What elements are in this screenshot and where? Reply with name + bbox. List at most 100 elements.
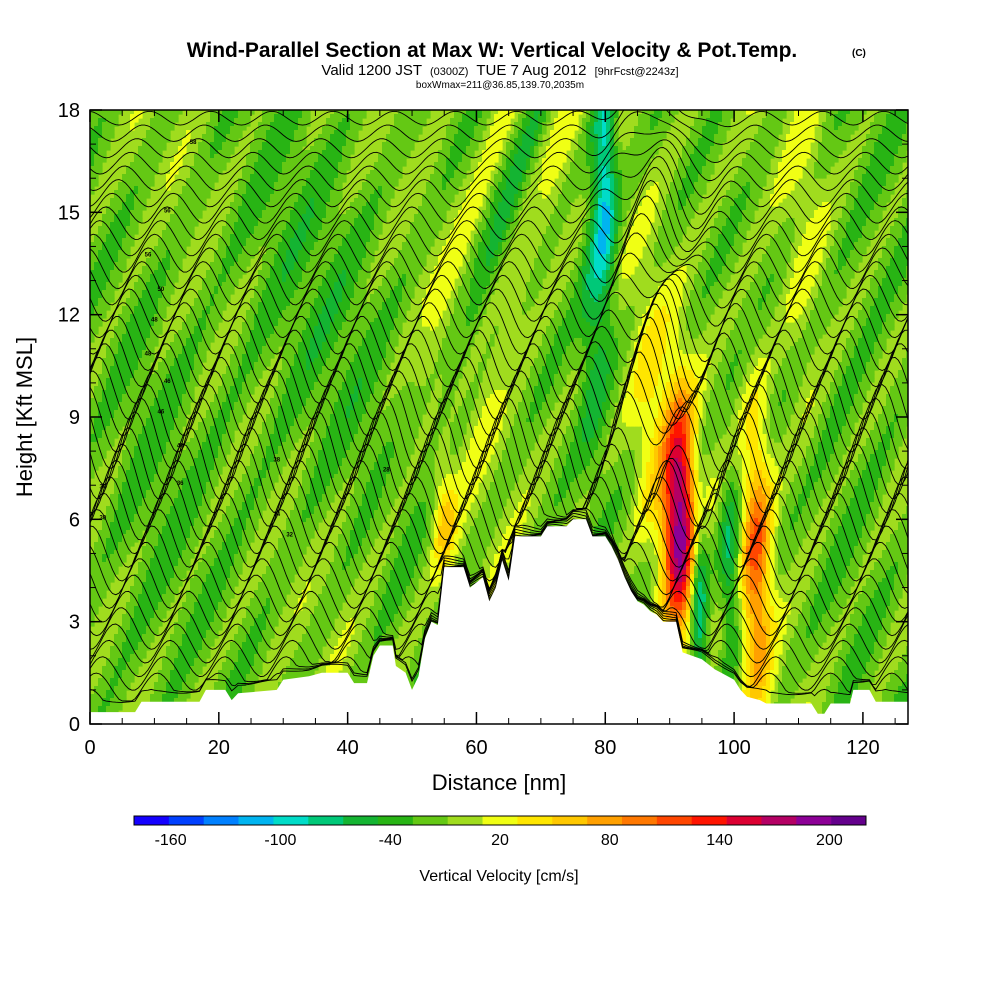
field-cell <box>466 190 471 195</box>
field-cell <box>218 242 223 247</box>
field-cell <box>706 126 711 131</box>
field-cell <box>814 242 819 247</box>
field-cell <box>390 158 395 163</box>
field-cell <box>774 110 779 115</box>
field-cell <box>510 142 515 147</box>
field-cell <box>506 222 511 227</box>
field-cell <box>294 150 299 155</box>
field-cell <box>622 210 627 215</box>
field-cell <box>758 170 763 175</box>
field-cell <box>882 122 887 127</box>
field-cell <box>514 202 519 207</box>
field-cell <box>346 142 351 147</box>
field-cell <box>154 154 159 159</box>
field-cell <box>370 242 375 247</box>
field-cell <box>270 158 275 163</box>
field-cell <box>750 194 755 199</box>
field-cell <box>94 242 99 247</box>
field-cell <box>218 170 223 175</box>
field-cell <box>722 214 727 219</box>
field-cell <box>734 194 739 199</box>
field-cell <box>514 130 519 135</box>
field-cell <box>842 246 847 251</box>
field-cell <box>530 138 535 143</box>
field-cell <box>878 166 883 171</box>
field-cell <box>586 230 591 235</box>
field-cell <box>898 250 903 255</box>
field-cell <box>598 218 603 223</box>
field-cell <box>262 218 267 223</box>
field-cell <box>678 226 683 231</box>
field-cell <box>802 146 807 151</box>
field-cell <box>442 218 447 223</box>
field-cell <box>890 110 895 115</box>
field-cell <box>778 130 783 135</box>
field-cell <box>114 118 119 123</box>
field-cell <box>182 198 187 203</box>
field-cell <box>886 134 891 139</box>
field-cell <box>750 110 755 115</box>
field-cell <box>254 246 259 251</box>
field-cell <box>518 126 523 131</box>
field-cell <box>346 230 351 235</box>
field-cell <box>190 210 195 215</box>
field-cell <box>342 110 347 115</box>
field-cell <box>186 210 191 215</box>
field-cell <box>454 118 459 123</box>
field-cell <box>446 190 451 195</box>
field-cell <box>886 186 891 191</box>
field-cell <box>118 190 123 195</box>
field-cell <box>714 218 719 223</box>
field-cell <box>230 230 235 235</box>
field-cell <box>698 122 703 127</box>
field-cell <box>374 246 379 251</box>
field-cell <box>698 138 703 143</box>
field-cell <box>882 110 887 115</box>
field-cell <box>722 230 727 235</box>
field-cell <box>770 198 775 203</box>
field-cell <box>670 250 675 255</box>
field-cell <box>402 158 407 163</box>
field-cell <box>470 122 475 127</box>
field-cell <box>598 166 603 171</box>
field-cell <box>722 250 727 255</box>
field-cell <box>410 238 415 243</box>
field-cell <box>426 186 431 191</box>
field-cell <box>550 222 555 227</box>
field-cell <box>478 250 483 255</box>
field-cell <box>270 162 275 167</box>
field-cell <box>406 130 411 135</box>
field-cell <box>726 238 731 243</box>
field-cell <box>238 114 243 119</box>
field-cell <box>354 238 359 243</box>
field-cell <box>474 146 479 151</box>
field-cell <box>294 234 299 239</box>
field-cell <box>562 114 567 119</box>
field-cell <box>342 234 347 239</box>
field-cell <box>134 202 139 207</box>
field-cell <box>662 114 667 119</box>
field-cell <box>422 230 427 235</box>
field-cell <box>514 210 519 215</box>
field-cell <box>650 150 655 155</box>
field-cell <box>90 150 95 155</box>
field-cell <box>250 250 255 255</box>
field-cell <box>274 238 279 243</box>
field-cell <box>394 182 399 187</box>
field-cell <box>830 142 835 147</box>
field-cell <box>466 218 471 223</box>
field-cell <box>374 198 379 203</box>
field-cell <box>650 146 655 151</box>
field-cell <box>694 154 699 159</box>
field-cell <box>594 234 599 239</box>
field-cell <box>314 142 319 147</box>
field-cell <box>322 242 327 247</box>
field-cell <box>326 134 331 139</box>
field-cell <box>766 110 771 115</box>
field-cell <box>578 146 583 151</box>
field-cell <box>634 242 639 247</box>
field-cell <box>702 182 707 187</box>
field-cell <box>858 222 863 227</box>
field-cell <box>246 186 251 191</box>
field-cell <box>442 210 447 215</box>
